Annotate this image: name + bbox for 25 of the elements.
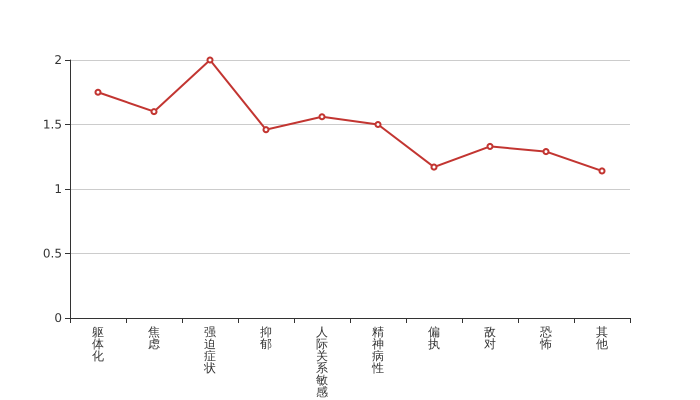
point <box>318 113 326 120</box>
y-tick-label: 0 <box>54 311 62 325</box>
y-tick-label: 0.5 <box>42 246 62 260</box>
point <box>598 167 606 174</box>
point <box>206 56 214 64</box>
point <box>430 164 438 171</box>
x-tick-label: 敌对 <box>484 325 496 351</box>
point <box>542 148 550 156</box>
x-tick-label: 抑郁 <box>260 325 272 351</box>
point <box>262 126 270 134</box>
point <box>150 108 158 116</box>
y-tick-label: 2 <box>54 53 62 67</box>
x-tick-label: 精神病性 <box>371 325 384 375</box>
point <box>94 88 102 96</box>
x-tick-label: 恐怖 <box>539 325 552 351</box>
y-tick-label: 1.5 <box>42 118 62 132</box>
x-tick-label: 偏执 <box>428 325 440 351</box>
point <box>486 142 494 150</box>
x-tick-label: 强迫症状 <box>203 325 216 375</box>
y-tick-label: 1 <box>54 182 62 196</box>
x-tick-label: 其他 <box>596 325 608 351</box>
x-tick-label: 焦虑 <box>148 325 160 351</box>
x-tick-label: 人际关系敏感 <box>316 325 328 399</box>
point <box>374 121 382 128</box>
x-tick-label: 躯体化 <box>92 325 104 363</box>
